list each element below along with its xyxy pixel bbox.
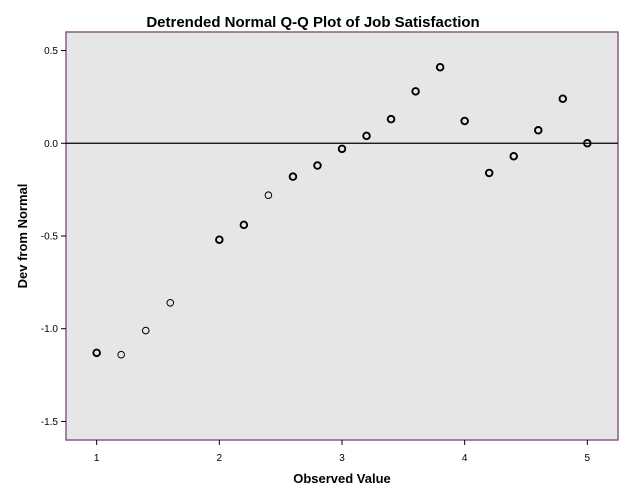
data-point [362,131,371,141]
y-tick-label: -1.0 [41,324,59,335]
y-tick-label: 0.0 [44,139,58,150]
data-point [215,235,224,244]
data-point [386,114,396,124]
x-tick-label: 2 [217,453,223,464]
chart-title: Detrended Normal Q-Q Plot of Job Satisfa… [146,14,479,31]
data-point [337,144,347,154]
plot-area [65,31,619,441]
x-axis-label: Observed Value [293,471,391,486]
y-axis: 0.5 0.0 -0.5 -1.0 -1.5 [41,46,66,428]
data-point [460,116,469,126]
data-point [558,94,568,104]
y-tick-label: -0.5 [41,232,59,243]
data-point [435,62,445,72]
data-point [534,126,543,135]
y-tick-label: 0.5 [44,46,58,57]
data-point [166,298,175,307]
data-point [117,350,125,359]
x-axis: 1 2 3 4 5 [94,440,591,464]
data-point [411,87,420,96]
data-point [239,220,249,230]
x-tick-label: 1 [94,453,100,464]
y-tick-label: -1.5 [41,417,59,428]
y-axis-label: Dev from Normal [15,184,30,289]
data-point [92,348,101,358]
data-point [484,168,494,178]
data-point [583,139,592,148]
data-point [264,191,273,199]
data-point [288,172,298,181]
x-tick-label: 4 [462,453,468,464]
x-tick-label: 5 [585,453,591,464]
data-point [509,152,518,161]
data-point [141,326,150,335]
x-tick-label: 3 [339,453,345,464]
data-point [313,161,322,170]
data-points [92,62,592,359]
